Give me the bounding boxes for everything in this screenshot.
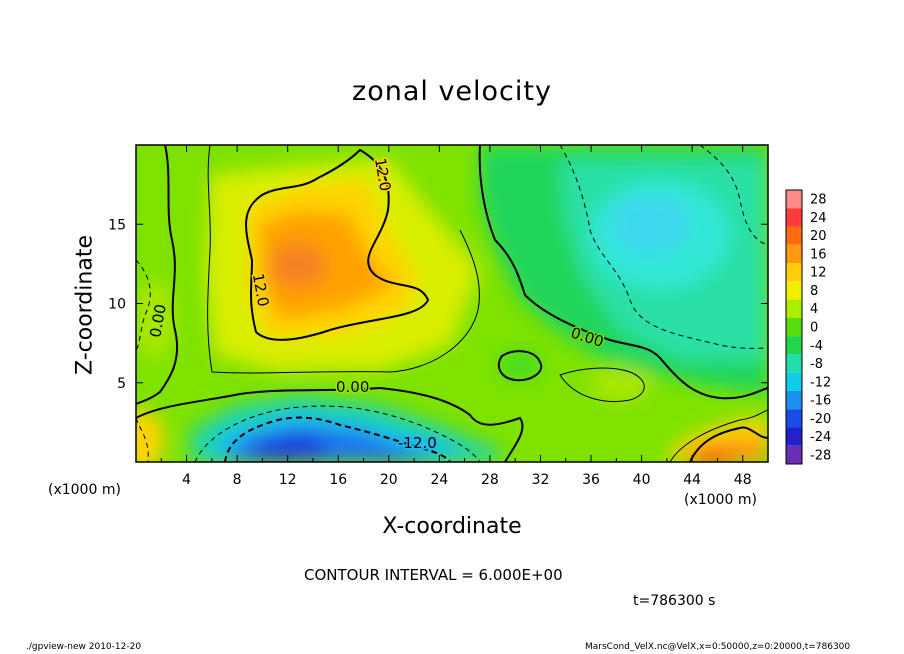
contour-label: -12.0 xyxy=(398,434,437,452)
colorbar-label: -16 xyxy=(810,394,831,409)
contour-label: 0.00 xyxy=(336,378,369,396)
contour-lines xyxy=(136,145,768,462)
colorbar-label: 28 xyxy=(810,193,827,208)
y-tick-label: 5 xyxy=(117,376,126,392)
colorbar-label: 0 xyxy=(810,321,818,336)
colorbar-swatch xyxy=(786,390,802,410)
x-tick-label: 44 xyxy=(683,472,701,488)
colorbar-swatch xyxy=(786,372,802,391)
colorbar-label: 8 xyxy=(810,284,818,299)
colorbar-frame xyxy=(785,189,803,465)
colorbar-swatch xyxy=(786,299,802,318)
colorbar-label: 24 xyxy=(810,211,827,226)
x-tick-label: 24 xyxy=(430,472,448,488)
colorbar-label: -8 xyxy=(810,357,823,372)
colorbar-swatch xyxy=(786,427,802,446)
contour-zero-left xyxy=(136,145,179,405)
contour-labels: 12.0 12.0 0.00 0.00 0.00 -12.0 xyxy=(145,155,608,453)
colorbar-swatch xyxy=(786,317,802,337)
colorbar-swatch xyxy=(786,354,802,373)
contour-interval: CONTOUR INTERVAL = 6.000E+00 xyxy=(304,566,563,584)
x-tick-label: 28 xyxy=(481,472,499,488)
footer-left: ./gpview-new 2010-12-20 xyxy=(26,642,142,652)
y-tick-label: 15 xyxy=(108,217,126,233)
x-tick-label: 32 xyxy=(532,472,550,488)
x-tick-label: 4 xyxy=(182,472,191,488)
colorbar-label: -4 xyxy=(810,339,823,354)
colorbar-swatch xyxy=(786,409,802,428)
colorbar-label: -12 xyxy=(810,375,831,390)
x-unit-left: (x1000 m) xyxy=(48,482,121,498)
contour-label: 0.00 xyxy=(146,303,170,339)
colorbar-label: -24 xyxy=(810,430,831,445)
time-readout: t=786300 s xyxy=(633,593,716,609)
colorbar-label: -28 xyxy=(810,448,831,463)
footer-right: MarsCond_VelX.nc@VelX,x=0:50000,z=0:2000… xyxy=(585,642,851,652)
x-axis: 4 8 12 16 20 24 28 32 36 40 44 48 xyxy=(160,145,752,488)
y-axis-label: Z-coordinate xyxy=(72,235,98,375)
heatmap-field xyxy=(136,145,768,462)
contour-small-closed xyxy=(497,350,543,382)
colorbar-label: 12 xyxy=(810,266,827,281)
contour-lower-right xyxy=(689,426,768,462)
chart-title: zonal velocity xyxy=(352,76,552,107)
colorbar: 28 24 20 16 12 8 4 0 -4 -8 -12 -16 -20 -24 -28 xyxy=(785,189,831,465)
contour-plus12 xyxy=(245,148,430,341)
contour-zero-bottom xyxy=(136,386,524,462)
x-tick-label: 36 xyxy=(582,472,600,488)
x-tick-label: 16 xyxy=(329,472,347,488)
colorbar-swatch xyxy=(786,336,802,355)
x-tick-label: 12 xyxy=(279,472,297,488)
colorbar-swatch xyxy=(786,281,802,300)
colorbar-label: 16 xyxy=(810,247,827,262)
contour-minus12 xyxy=(224,416,451,462)
contour-zero-right xyxy=(478,145,768,400)
y-tick-label: 10 xyxy=(108,297,126,313)
contour-label: 12.0 xyxy=(371,157,395,193)
x-tick-label: 8 xyxy=(233,472,242,488)
colorbar-swatch xyxy=(786,190,802,209)
x-tick-label: 40 xyxy=(633,472,651,488)
colorbar-label: 4 xyxy=(810,302,818,317)
colorbar-swatch xyxy=(786,263,802,282)
colorbar-swatch xyxy=(786,244,802,264)
y-axis: 5 10 15 xyxy=(108,217,768,392)
colorbar-swatch xyxy=(786,208,802,227)
x-unit-right: (x1000 m) xyxy=(684,492,757,508)
x-tick-label: 20 xyxy=(380,472,398,488)
colorbar-label: -20 xyxy=(810,412,831,427)
colorbar-label: 20 xyxy=(810,229,827,244)
x-tick-label: 48 xyxy=(734,472,752,488)
x-axis-label: X-coordinate xyxy=(382,514,522,539)
colorbar-swatch xyxy=(786,226,802,245)
colorbar-swatch xyxy=(786,445,802,464)
